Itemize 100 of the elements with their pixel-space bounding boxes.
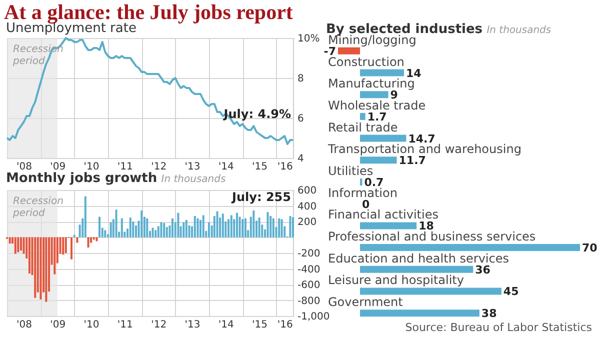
y-tick-label: -1,000 xyxy=(298,312,330,322)
y-tick-label: Education and health services xyxy=(328,251,509,266)
x-tick-label: '12 xyxy=(151,162,167,172)
x-tick-label: '11 xyxy=(117,162,133,172)
bar xyxy=(152,228,154,238)
bar xyxy=(242,219,244,238)
bar xyxy=(87,237,90,248)
y-tick-label: 4 xyxy=(298,154,304,164)
bar xyxy=(45,237,48,302)
bar xyxy=(270,216,272,238)
bar xyxy=(360,222,417,230)
x-tick-label: '09 xyxy=(50,320,66,330)
bar xyxy=(360,266,474,273)
data-label: 45 xyxy=(503,285,519,298)
bar xyxy=(202,215,204,238)
y-tick-label: 200 xyxy=(298,217,317,228)
y-tick-label: -400 xyxy=(298,264,320,276)
bar xyxy=(157,226,160,238)
bar xyxy=(28,237,30,274)
bar xyxy=(73,234,76,238)
bar xyxy=(14,237,16,254)
bar xyxy=(84,196,86,238)
bar xyxy=(166,227,168,238)
bar xyxy=(194,216,196,238)
annotation: July: 4.9% xyxy=(222,107,291,121)
data-label: 70 xyxy=(582,242,598,255)
bar xyxy=(236,212,238,238)
bar xyxy=(360,156,397,164)
bar xyxy=(177,212,180,238)
data-label: 36 xyxy=(475,263,491,276)
y-tick-label: 600 xyxy=(298,186,317,196)
y-tick-label: -800 xyxy=(298,296,320,307)
bar xyxy=(230,215,232,238)
bar xyxy=(208,222,210,238)
y-tick-label: Leisure and hospitality xyxy=(328,273,464,288)
x-tick-label: '08 xyxy=(16,320,32,330)
bar xyxy=(98,216,101,238)
band-label: Recession period xyxy=(12,196,64,219)
bar xyxy=(244,218,246,238)
bar xyxy=(278,218,280,238)
bar xyxy=(360,134,406,142)
bar xyxy=(163,223,166,238)
y-tick-label: 8 xyxy=(298,74,304,84)
bar xyxy=(360,112,366,120)
data-label: 38 xyxy=(481,307,497,320)
x-tick-label: '15 xyxy=(252,320,268,330)
bar xyxy=(360,91,388,98)
bar xyxy=(115,210,118,238)
bar xyxy=(70,237,72,260)
bar xyxy=(120,218,123,238)
bar xyxy=(213,216,216,238)
x-tick-label: '11 xyxy=(117,320,133,330)
x-tick-label: '16 xyxy=(277,162,293,172)
bar xyxy=(228,219,230,238)
bar xyxy=(266,212,269,238)
bar xyxy=(140,210,143,238)
data-label: 11.7 xyxy=(398,154,426,168)
x-tick-label: '12 xyxy=(151,320,167,330)
y-tick-label: -200 xyxy=(298,248,320,260)
bar xyxy=(252,210,255,238)
bar xyxy=(258,218,260,238)
bar xyxy=(216,211,218,238)
bar xyxy=(222,214,224,238)
x-tick-label: '10 xyxy=(84,162,100,172)
bar xyxy=(360,310,480,317)
bar xyxy=(64,237,67,253)
annotation: July: 255 xyxy=(231,190,291,204)
line-series xyxy=(6,37,294,145)
bar xyxy=(272,218,274,238)
bar xyxy=(196,218,199,238)
bar xyxy=(20,237,22,251)
x-tick-label: '10 xyxy=(84,320,100,330)
annotation: Source: Bureau of Labor Statistics xyxy=(405,321,592,334)
chart-subtitle: Unemployment rate xyxy=(6,21,136,36)
bar xyxy=(110,222,112,238)
bar xyxy=(292,217,294,238)
x-tick-label: '14 xyxy=(218,162,234,172)
x-tick-label: '14 xyxy=(218,320,234,330)
chart-subtitle: In thousands xyxy=(486,25,552,36)
x-tick-label: '13 xyxy=(184,162,200,172)
bar xyxy=(76,237,78,243)
bar xyxy=(132,222,134,238)
bar xyxy=(280,219,283,238)
y-tick-label: 10% xyxy=(298,34,320,44)
bar xyxy=(129,218,132,238)
y-tick-label: 400 xyxy=(298,201,317,212)
x-tick-label: '09 xyxy=(50,162,66,172)
bar xyxy=(360,288,502,295)
bar xyxy=(17,237,20,252)
y-tick-label: Government xyxy=(328,295,404,310)
bar xyxy=(360,244,580,252)
bar xyxy=(360,69,404,76)
x-tick-label: '16 xyxy=(277,320,293,330)
bar xyxy=(146,218,148,238)
bar xyxy=(34,237,36,298)
bar xyxy=(54,237,56,274)
x-tick-label: '13 xyxy=(184,320,200,330)
bar xyxy=(182,222,185,238)
bar xyxy=(104,230,106,238)
bar xyxy=(8,237,11,244)
